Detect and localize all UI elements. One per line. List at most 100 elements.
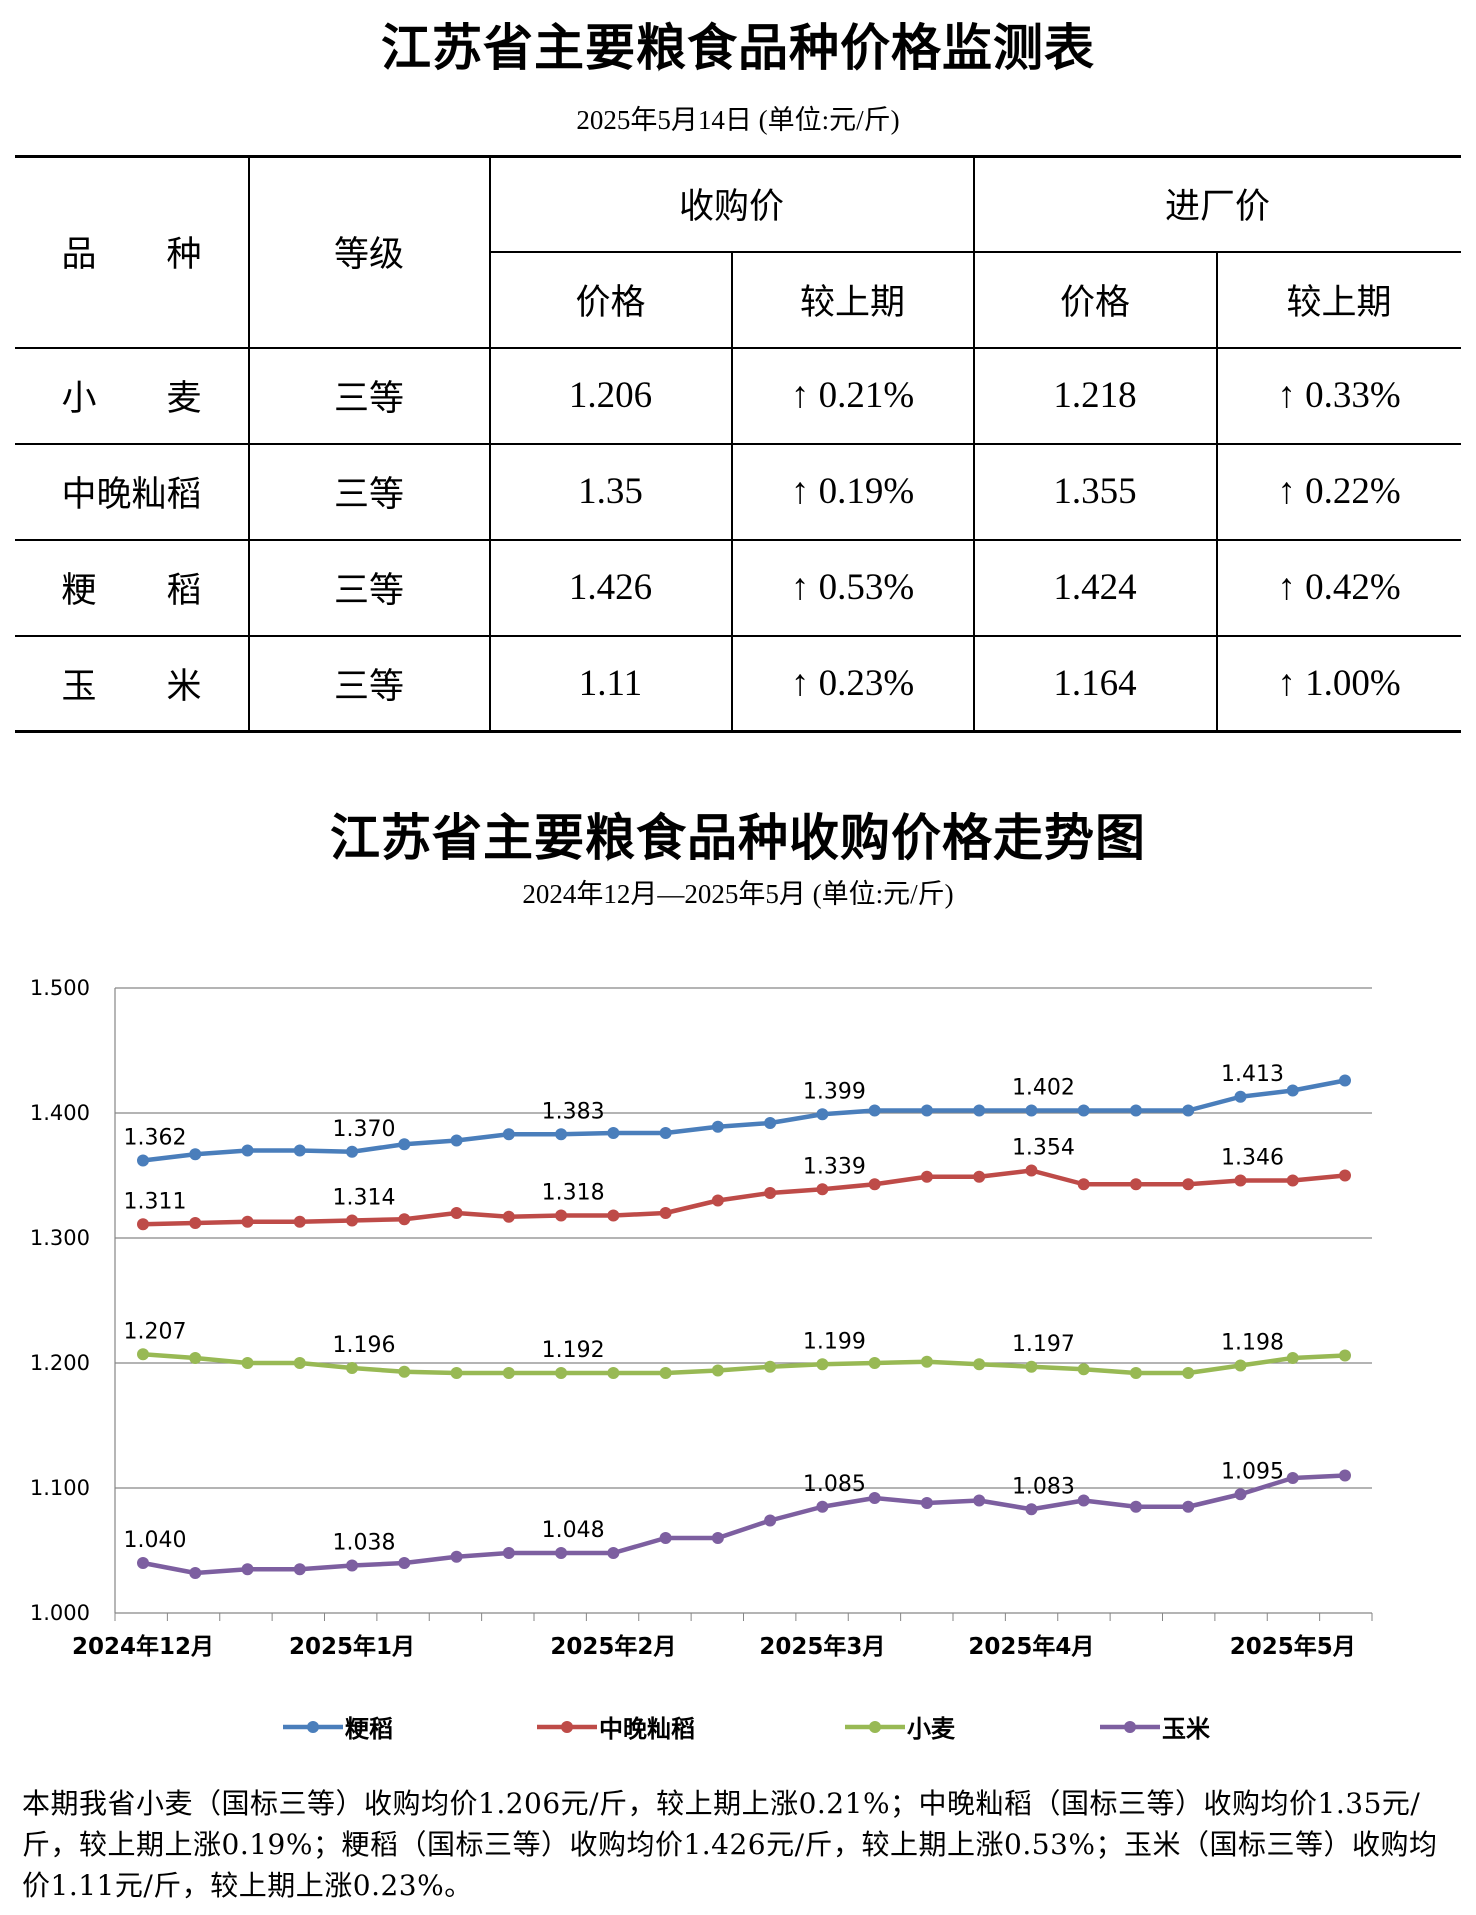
data-label: 1.192: [542, 1338, 605, 1363]
header-grade: 等级: [333, 234, 404, 275]
table-header-rule: [490, 251, 1461, 253]
series-line: [142, 1352, 1346, 1376]
data-point: [1234, 1090, 1247, 1103]
table-cell-factory-price: 1.164: [1053, 662, 1137, 704]
data-label: 1.402: [1012, 1076, 1075, 1101]
table-cell-grade: 三等: [333, 475, 404, 515]
data-point: [1234, 1174, 1247, 1187]
data-label: 1.311: [124, 1189, 187, 1214]
legend-marker: [307, 1721, 319, 1733]
x-tick-label: 2025年4月: [968, 1633, 1094, 1660]
table-cell-purchase-price: 1.11: [578, 662, 643, 704]
x-tick-label: 2025年1月: [289, 1633, 415, 1660]
table-cell-factory-price: 1.424: [1053, 567, 1137, 608]
table-cell-factory-change: ↑ 0.33%: [1277, 375, 1401, 416]
data-label: 1.318: [542, 1181, 605, 1206]
data-point: [920, 1497, 933, 1509]
data-label: 1.199: [803, 1329, 866, 1354]
data-point: [189, 1567, 202, 1579]
data-point: [607, 1547, 620, 1559]
data-point: [711, 1120, 724, 1133]
table-cell-variety: 粳 稻: [61, 571, 202, 611]
data-label: 1.207: [124, 1319, 187, 1344]
table-cell-factory-price: 1.218: [1053, 375, 1137, 416]
chart-title: 江苏省主要粮食品种收购价格走势图: [330, 809, 1146, 867]
data-point: [711, 1194, 724, 1207]
data-point: [241, 1144, 254, 1157]
table-cell-grade: 三等: [333, 379, 404, 419]
data-point: [1339, 1349, 1351, 1362]
data-point: [607, 1367, 620, 1379]
legend-marker: [1124, 1721, 1136, 1733]
data-point: [973, 1494, 986, 1507]
data-label: 1.083: [1012, 1474, 1075, 1499]
data-point: [764, 1117, 777, 1129]
data-point: [555, 1128, 568, 1141]
data-point: [659, 1127, 672, 1139]
data-point: [868, 1104, 881, 1117]
data-point: [241, 1215, 254, 1228]
data-point: [293, 1357, 306, 1369]
data-label: 1.413: [1221, 1062, 1284, 1087]
table-bottom-rule: [15, 730, 1461, 733]
data-point: [398, 1365, 411, 1378]
data-point: [1129, 1104, 1142, 1117]
data-point: [868, 1492, 881, 1504]
data-point: [189, 1148, 202, 1161]
data-point: [1077, 1494, 1090, 1507]
series-line: [142, 1168, 1346, 1227]
data-point: [1234, 1359, 1247, 1372]
series-line: [142, 1473, 1346, 1576]
data-point: [973, 1358, 986, 1371]
data-point: [502, 1367, 515, 1379]
data-point: [1129, 1367, 1142, 1379]
price-trend-chart: 1.500 1.400 1.300 1.200 1.100 1.000 2024年12月 20…: [0, 960, 1476, 1760]
data-point: [711, 1532, 724, 1544]
table-subtitle: 2025年5月14日 (单位:元/斤): [576, 105, 900, 135]
data-point: [607, 1209, 620, 1222]
data-label: 1.040: [124, 1528, 187, 1553]
chart-subtitle: 2024年12月—2025年5月 (单位:元/斤): [522, 879, 954, 909]
legend-label: 小麦: [907, 1715, 956, 1743]
table-cell-purchase-price: 1.35: [578, 471, 643, 512]
data-point: [1129, 1178, 1142, 1191]
data-point: [293, 1563, 306, 1576]
y-tick-label: 1.200: [30, 1351, 90, 1375]
data-label: 1.196: [333, 1333, 396, 1358]
data-point: [1025, 1104, 1038, 1117]
table-cell-factory-change: ↑ 0.42%: [1277, 567, 1401, 608]
data-point: [189, 1217, 202, 1229]
table-cell-variety: 中晚籼稻: [61, 475, 202, 515]
y-tick-label: 1.400: [30, 1101, 90, 1125]
data-point: [868, 1178, 881, 1191]
data-label: 1.370: [333, 1117, 396, 1142]
data-point: [241, 1563, 254, 1576]
data-point: [450, 1550, 463, 1563]
data-label: 1.085: [803, 1472, 866, 1497]
data-point: [920, 1355, 933, 1368]
price-table: 品 种 等级 收购价 进厂价 价格 较上期 价格 较上期 小 麦 三等 1.20…: [15, 155, 1461, 733]
table-row-rule: [15, 635, 1461, 637]
data-point: [816, 1108, 829, 1121]
data-point: [607, 1127, 620, 1139]
header-factory-price: 价格: [1059, 283, 1130, 323]
summary-note: 本期我省小麦（国标三等）收购均价1.206元/斤，较上期上涨0.21%；中晚籼稻…: [22, 1787, 1438, 1902]
table-cell-purchase-change: ↑ 0.21%: [790, 375, 915, 416]
data-label: 1.339: [803, 1154, 866, 1179]
data-point: [1339, 1469, 1351, 1482]
data-label: 1.038: [333, 1531, 396, 1556]
table-cell-variety: 小 麦: [61, 379, 202, 419]
data-point: [398, 1213, 411, 1226]
data-point: [450, 1367, 463, 1379]
data-label: 1.314: [333, 1186, 396, 1211]
series-line: [142, 1078, 1346, 1163]
data-point: [293, 1144, 306, 1157]
data-point: [1182, 1178, 1195, 1191]
data-label: 1.383: [542, 1099, 605, 1124]
data-point: [1025, 1503, 1038, 1516]
data-point: [1182, 1367, 1195, 1379]
header-purchase: 收购价: [678, 186, 784, 227]
header-factory-change: 较上期: [1286, 283, 1392, 323]
table-cell-purchase-price: 1.426: [568, 567, 653, 608]
table-cell-variety: 玉 米: [61, 666, 202, 707]
